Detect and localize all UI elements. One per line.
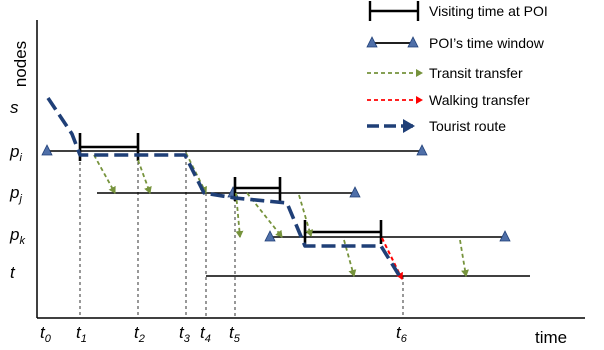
transit-arrow	[298, 194, 314, 237]
node-label-pk: pk	[9, 225, 25, 247]
time-label-t4: t4	[200, 323, 211, 345]
window-markers	[41, 144, 511, 242]
transit-transfers	[93, 152, 469, 277]
legend-window: POI’s time window	[366, 35, 545, 51]
legend-route: Tourist route	[367, 118, 506, 134]
marker-pi-start	[41, 144, 53, 156]
tourist-route	[46, 97, 404, 281]
marker-pi-end	[416, 144, 428, 156]
transit-arrow	[93, 154, 116, 194]
legend-visiting-label: Visiting time at POI	[429, 3, 548, 19]
time-label-t2: t2	[134, 323, 145, 345]
node-label-t: t	[10, 263, 16, 282]
legend-walking-label: Walking transfer	[429, 92, 530, 108]
legend: Visiting time at POI POI’s time window T…	[366, 1, 548, 134]
node-label-s: s	[10, 98, 19, 117]
axes: nodes time	[11, 20, 585, 347]
time-label-t0: t0	[40, 323, 52, 345]
time-windows	[47, 150, 530, 277]
time-label-t1: t1	[76, 323, 87, 345]
legend-route-label: Tourist route	[429, 118, 506, 134]
visiting-bars	[78, 133, 383, 244]
transit-arrow	[235, 192, 244, 238]
node-label-pj: pj	[9, 183, 22, 205]
time-label-t3: t3	[179, 323, 191, 345]
time-label-t6: t6	[396, 323, 408, 345]
legend-transit: Transit transfer	[367, 65, 523, 81]
node-label-pi: pi	[9, 142, 22, 164]
transit-arrow	[343, 239, 357, 277]
time-label-t5: t5	[229, 323, 241, 345]
x-axis-label: time	[535, 328, 567, 347]
marker-pk-end	[499, 230, 511, 242]
transit-arrow	[137, 159, 152, 194]
time-labels: t0 t1 t2 t3 t4 t5 t6	[40, 323, 408, 345]
marker-pk-start	[264, 230, 276, 242]
y-axis-label: nodes	[11, 41, 30, 87]
time-guides	[79, 150, 404, 318]
legend-visiting: Visiting time at POI	[368, 1, 548, 21]
transit-arrow	[459, 239, 469, 277]
legend-transit-label: Transit transfer	[429, 65, 523, 81]
node-labels: s pi pj pk t	[9, 98, 25, 282]
legend-window-label: POI’s time window	[429, 35, 545, 51]
legend-walking: Walking transfer	[367, 92, 530, 108]
marker-pj-end	[349, 186, 361, 198]
